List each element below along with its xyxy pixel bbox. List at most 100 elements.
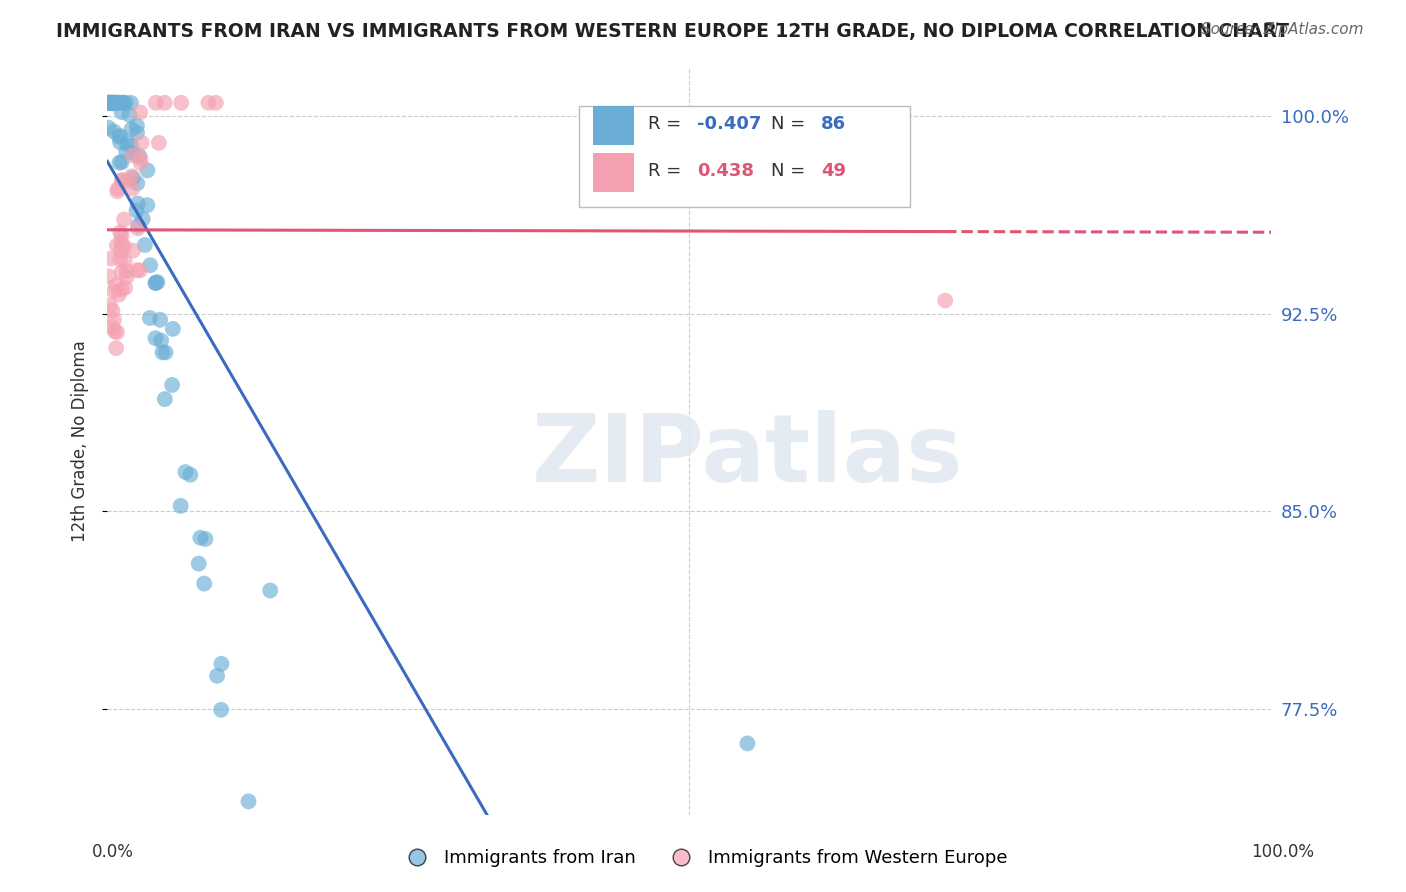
Point [101, 320, 124, 334]
Point [110, 265, 132, 279]
Point [108, 155, 131, 169]
Point [107, 95, 129, 110]
Point [103, 285, 125, 299]
Point [122, 244, 145, 258]
Point [104, 324, 127, 338]
Point [112, 240, 135, 254]
Point [209, 703, 232, 717]
Point [128, 149, 150, 163]
Point [125, 119, 148, 133]
Point [110, 282, 132, 296]
Point [125, 203, 148, 218]
Point [121, 182, 143, 196]
Text: IMMIGRANTS FROM IRAN VS IMMIGRANTS FROM WESTERN EUROPE 12TH GRADE, NO DIPLOMA CO: IMMIGRANTS FROM IRAN VS IMMIGRANTS FROM … [56, 22, 1289, 41]
Point [115, 269, 138, 284]
Point [107, 182, 129, 196]
Point [115, 137, 138, 152]
Text: 0.438: 0.438 [697, 161, 755, 179]
Point [145, 276, 167, 290]
Point [190, 531, 212, 545]
Point [122, 145, 145, 160]
Point [107, 95, 129, 110]
Point [108, 135, 131, 149]
Text: N =: N = [770, 115, 811, 134]
Text: ZIPatlas: ZIPatlas [531, 410, 963, 502]
Point [139, 258, 162, 272]
Point [193, 576, 215, 591]
Point [105, 95, 128, 110]
Point [101, 95, 124, 110]
Point [107, 95, 129, 110]
Point [110, 225, 132, 239]
Point [194, 532, 217, 546]
Text: 100.0%: 100.0% [1251, 843, 1315, 861]
Point [103, 95, 125, 110]
Point [101, 95, 124, 110]
Point [97, 269, 120, 284]
Point [259, 583, 281, 598]
Point [170, 499, 193, 513]
Point [111, 155, 134, 169]
Point [118, 108, 141, 122]
Point [110, 235, 132, 250]
Point [139, 310, 162, 325]
Point [111, 95, 134, 110]
Point [111, 228, 134, 243]
Point [105, 184, 128, 198]
Text: Source: ZipAtlas.com: Source: ZipAtlas.com [1201, 22, 1364, 37]
Point [98, 95, 121, 110]
Text: -0.407: -0.407 [697, 115, 762, 134]
Point [103, 312, 125, 326]
Point [145, 331, 167, 345]
Point [117, 174, 139, 188]
Point [103, 95, 125, 110]
Point [98, 95, 121, 110]
Point [127, 196, 149, 211]
Point [100, 95, 122, 110]
Point [111, 174, 134, 188]
Point [179, 467, 201, 482]
Point [145, 276, 167, 290]
Point [134, 238, 156, 252]
Point [108, 95, 131, 110]
Point [104, 95, 127, 110]
Point [97, 120, 120, 135]
Point [115, 264, 138, 278]
Point [160, 378, 183, 392]
Point [150, 345, 173, 359]
Point [155, 345, 177, 359]
Point [129, 151, 152, 165]
Point [111, 105, 134, 120]
Point [101, 95, 124, 110]
Point [114, 281, 136, 295]
Point [153, 95, 176, 110]
Point [174, 465, 197, 479]
Y-axis label: 12th Grade, No Diploma: 12th Grade, No Diploma [72, 341, 89, 542]
Point [146, 275, 169, 289]
Point [98, 299, 121, 313]
Point [103, 95, 125, 110]
Point [107, 287, 129, 301]
Point [934, 293, 956, 308]
Point [98, 95, 121, 110]
Point [136, 198, 159, 212]
Point [211, 657, 233, 671]
Point [108, 252, 131, 267]
Point [114, 254, 136, 268]
Point [108, 129, 131, 144]
Point [153, 392, 176, 406]
Point [121, 170, 143, 185]
Point [204, 95, 226, 110]
Point [112, 212, 135, 227]
Point [97, 95, 120, 110]
Point [737, 736, 759, 750]
Point [131, 136, 153, 150]
Point [105, 325, 128, 339]
Point [125, 263, 148, 277]
Point [97, 95, 120, 110]
Text: 0.0%: 0.0% [91, 843, 134, 861]
Point [100, 95, 122, 110]
Point [197, 95, 219, 110]
Point [120, 138, 142, 153]
Point [110, 243, 132, 257]
